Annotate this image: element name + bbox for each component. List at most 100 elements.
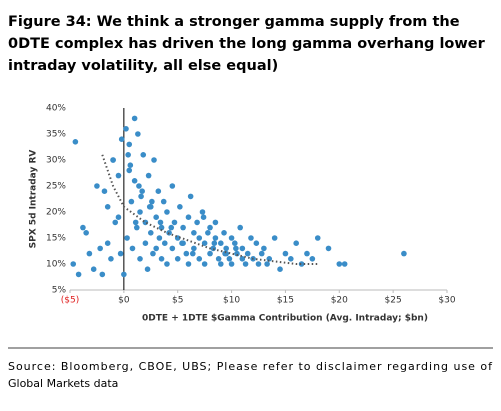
point: [115, 172, 122, 179]
point: [139, 188, 145, 194]
point: [239, 245, 246, 252]
point: [157, 219, 164, 226]
point: [187, 193, 194, 200]
point: [191, 245, 197, 252]
point: [126, 141, 133, 148]
point: [125, 152, 131, 158]
point: [183, 250, 190, 257]
chart-title: intraday volatility, all else equal): [8, 58, 278, 74]
point: [271, 235, 278, 241]
point: [149, 198, 155, 205]
point: [196, 255, 203, 262]
point: [232, 240, 238, 246]
point: [222, 250, 228, 257]
point: [80, 224, 86, 231]
point: [237, 224, 243, 231]
point: [207, 224, 213, 231]
point: [104, 240, 111, 246]
point: [99, 271, 106, 278]
point: [164, 209, 170, 215]
x-tick-label: $30: [438, 296, 455, 306]
point: [110, 157, 116, 163]
point: [158, 224, 165, 231]
x-tick-label: $0: [118, 296, 130, 306]
x-tick-label: $20: [331, 296, 348, 306]
point: [255, 261, 262, 267]
point: [145, 172, 152, 179]
point: [104, 204, 111, 210]
point: [137, 255, 143, 262]
point: [205, 230, 211, 236]
point: [164, 261, 170, 267]
point: [218, 240, 224, 246]
point: [304, 250, 310, 257]
point: [239, 255, 246, 262]
point: [108, 255, 114, 262]
y-tick-label: 35%: [46, 130, 66, 140]
point: [185, 214, 192, 220]
point: [123, 126, 129, 132]
x-tick-label: ($5): [61, 296, 79, 306]
x-axis-title: 0DTE + 1DTE $Gamma Contribution (Avg. In…: [142, 314, 428, 324]
point: [194, 219, 200, 226]
point: [282, 250, 289, 257]
point: [151, 157, 157, 163]
point: [191, 230, 197, 236]
point: [266, 255, 273, 262]
point: [156, 235, 163, 241]
point: [153, 214, 159, 220]
point: [153, 245, 159, 252]
point: [215, 255, 222, 262]
point: [161, 240, 168, 246]
point: [212, 235, 219, 241]
point: [169, 245, 176, 252]
point: [196, 235, 203, 241]
point: [121, 271, 127, 278]
point: [226, 255, 233, 262]
point: [221, 230, 227, 236]
point: [261, 245, 267, 252]
point: [185, 261, 192, 267]
point: [112, 219, 119, 226]
point: [234, 250, 240, 257]
y-tick-label: 25%: [46, 182, 66, 192]
point: [126, 167, 133, 174]
trendline: [101, 154, 318, 265]
x-tick-label: $15: [277, 296, 294, 306]
point: [142, 240, 149, 246]
point: [86, 250, 93, 257]
point: [264, 261, 270, 267]
point: [171, 219, 178, 226]
point: [146, 204, 153, 210]
point: [118, 136, 125, 142]
point: [83, 230, 89, 236]
point: [277, 266, 283, 273]
point: [129, 245, 136, 252]
point: [309, 255, 316, 262]
point: [228, 235, 235, 241]
y-tick-label: 15%: [46, 234, 66, 244]
point: [138, 193, 144, 200]
source: Source: Bloomberg, CBOE, UBS; Please ref…: [8, 360, 493, 373]
point: [341, 261, 348, 267]
point: [72, 139, 79, 145]
point: [258, 250, 265, 257]
point: [169, 183, 176, 189]
point: [101, 188, 108, 194]
point: [200, 214, 207, 220]
point: [207, 250, 213, 257]
point: [94, 183, 100, 189]
point: [160, 198, 167, 205]
point: [288, 255, 294, 262]
y-tick-label: 40%: [46, 104, 66, 114]
point: [189, 250, 196, 257]
point: [128, 198, 135, 205]
point: [242, 261, 249, 267]
point: [233, 245, 239, 252]
point: [228, 261, 235, 267]
x-tick-label: $5: [172, 296, 183, 306]
point: [155, 188, 162, 194]
point: [244, 250, 251, 257]
point: [199, 209, 206, 215]
